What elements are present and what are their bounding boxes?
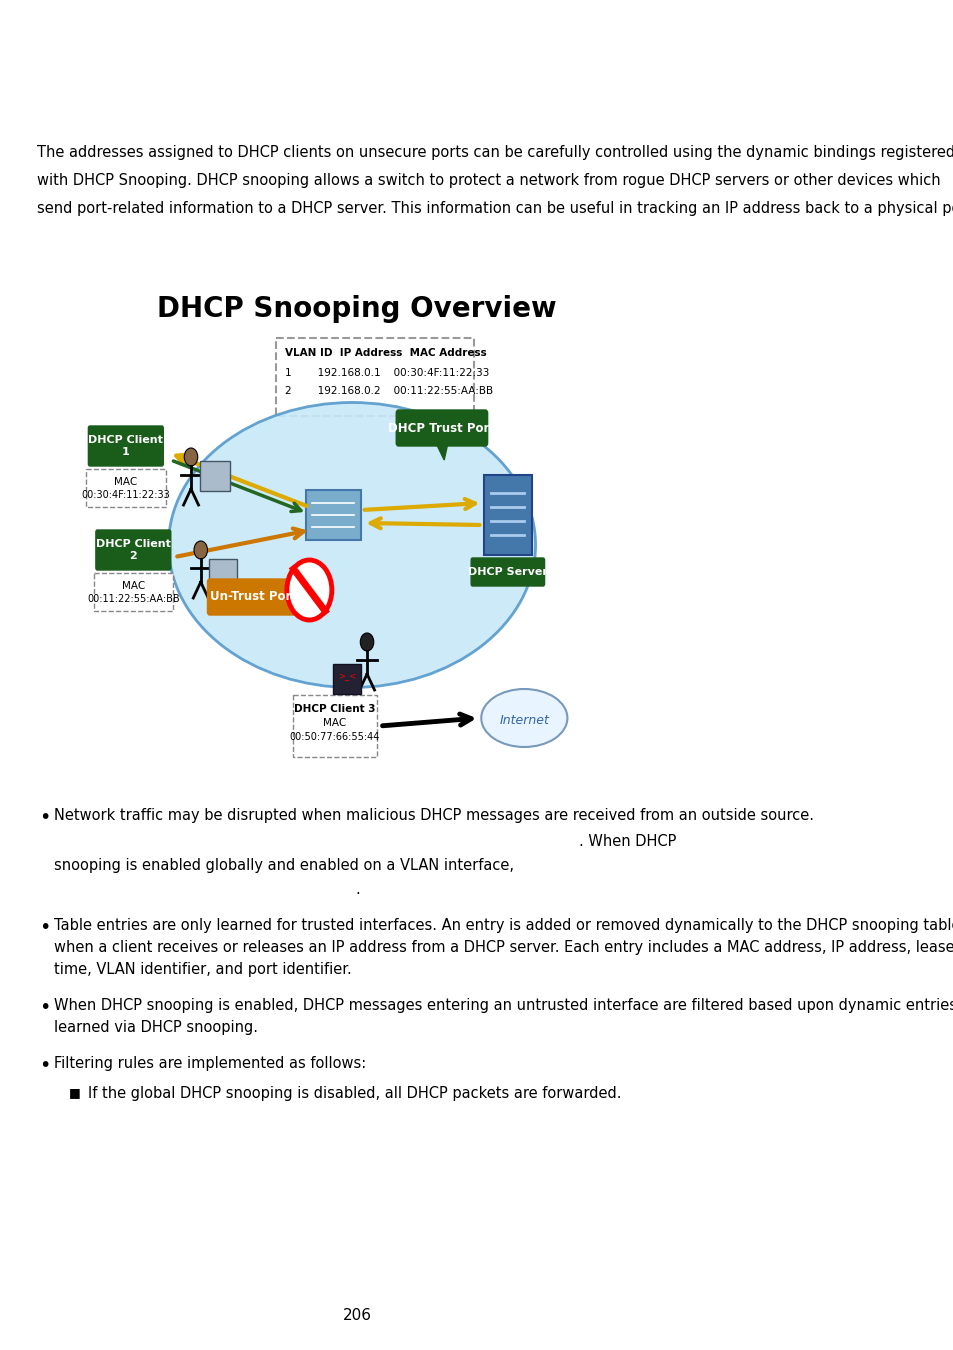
FancyBboxPatch shape <box>483 475 531 555</box>
FancyBboxPatch shape <box>86 468 166 508</box>
FancyBboxPatch shape <box>275 338 474 416</box>
Text: If the global DHCP snooping is disabled, all DHCP packets are forwarded.: If the global DHCP snooping is disabled,… <box>89 1085 621 1102</box>
Circle shape <box>184 448 197 466</box>
Polygon shape <box>436 443 448 460</box>
Text: 00:50:77:66:55:44: 00:50:77:66:55:44 <box>290 732 379 742</box>
Text: •: • <box>39 918 51 937</box>
Text: when a client receives or releases an IP address from a DHCP server. Each entry : when a client receives or releases an IP… <box>54 940 953 954</box>
FancyBboxPatch shape <box>89 427 163 466</box>
Text: 206: 206 <box>342 1308 372 1323</box>
Text: DHCP Snooping Overview: DHCP Snooping Overview <box>157 296 557 323</box>
Text: VLAN ID  IP Address  MAC Address: VLAN ID IP Address MAC Address <box>284 348 486 358</box>
Text: Network traffic may be disrupted when malicious DHCP messages are received from : Network traffic may be disrupted when ma… <box>54 809 813 824</box>
Text: DHCP Trust Port: DHCP Trust Port <box>388 421 495 435</box>
Ellipse shape <box>169 402 535 687</box>
Text: Table entries are only learned for trusted interfaces. An entry is added or remo: Table entries are only learned for trust… <box>54 918 953 933</box>
Text: snooping is enabled globally and enabled on a VLAN interface,: snooping is enabled globally and enabled… <box>54 859 514 873</box>
Text: Internet: Internet <box>498 714 549 726</box>
Text: with DHCP Snooping. DHCP snooping allows a switch to protect a network from rogu: with DHCP Snooping. DHCP snooping allows… <box>37 173 940 188</box>
FancyBboxPatch shape <box>395 410 487 446</box>
Ellipse shape <box>480 688 567 747</box>
Text: 1        192.168.0.1    00:30:4F:11:22:33: 1 192.168.0.1 00:30:4F:11:22:33 <box>284 369 489 378</box>
FancyBboxPatch shape <box>209 559 237 587</box>
Text: MAC: MAC <box>114 477 137 487</box>
Text: DHCP Client
2: DHCP Client 2 <box>96 539 171 562</box>
Text: time, VLAN identifier, and port identifier.: time, VLAN identifier, and port identifi… <box>54 963 352 977</box>
Text: DHCP Client
1: DHCP Client 1 <box>89 435 163 458</box>
Text: When DHCP snooping is enabled, DHCP messages entering an untrusted interface are: When DHCP snooping is enabled, DHCP mess… <box>54 998 953 1012</box>
Text: Filtering rules are implemented as follows:: Filtering rules are implemented as follo… <box>54 1056 366 1071</box>
Text: . When DHCP: . When DHCP <box>578 834 676 849</box>
FancyBboxPatch shape <box>305 490 360 540</box>
Text: 00:30:4F:11:22:33: 00:30:4F:11:22:33 <box>81 490 170 500</box>
FancyBboxPatch shape <box>333 664 360 694</box>
Text: >_<: >_< <box>337 672 355 680</box>
Text: •: • <box>39 1056 51 1075</box>
Circle shape <box>287 560 332 620</box>
Text: .: . <box>355 882 359 896</box>
Text: Un-Trust Port: Un-Trust Port <box>210 590 296 603</box>
FancyBboxPatch shape <box>207 579 298 616</box>
Circle shape <box>193 541 207 559</box>
FancyBboxPatch shape <box>96 531 171 570</box>
FancyBboxPatch shape <box>93 572 172 612</box>
Text: ■: ■ <box>69 1085 81 1099</box>
FancyBboxPatch shape <box>471 558 544 586</box>
Text: 00:11:22:55:AA:BB: 00:11:22:55:AA:BB <box>87 594 179 603</box>
Text: •: • <box>39 998 51 1017</box>
Text: •: • <box>39 809 51 828</box>
Text: 2        192.168.0.2    00:11:22:55:AA:BB: 2 192.168.0.2 00:11:22:55:AA:BB <box>284 386 493 396</box>
Text: learned via DHCP snooping.: learned via DHCP snooping. <box>54 1021 257 1035</box>
Text: MAC: MAC <box>323 718 346 728</box>
FancyBboxPatch shape <box>293 695 376 757</box>
FancyBboxPatch shape <box>200 460 230 491</box>
Text: send port-related information to a DHCP server. This information can be useful i: send port-related information to a DHCP … <box>37 201 953 216</box>
Text: MAC: MAC <box>122 580 145 591</box>
Text: The addresses assigned to DHCP clients on unsecure ports can be carefully contro: The addresses assigned to DHCP clients o… <box>37 144 953 161</box>
Circle shape <box>360 633 374 651</box>
Text: DHCP Server: DHCP Server <box>467 567 547 576</box>
Text: DHCP Client 3: DHCP Client 3 <box>294 703 375 714</box>
